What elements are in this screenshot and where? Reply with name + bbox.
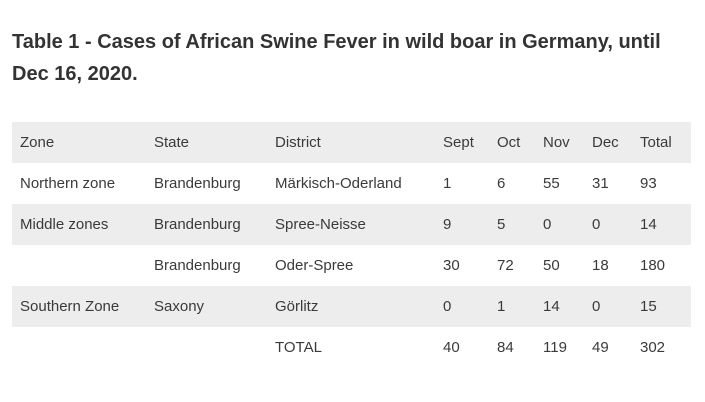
cell-oct: 5: [489, 204, 535, 245]
header-sept: Sept: [435, 122, 489, 163]
cell-oct: 72: [497, 257, 514, 274]
cell-state: Brandenburg: [146, 204, 267, 245]
cell-zone: [12, 245, 146, 286]
cell-zone: [12, 327, 146, 368]
header-oct: Oct: [489, 122, 535, 163]
cell-sept: 40: [443, 339, 460, 356]
table-row: Middle zones Brandenburg Spree-Neisse 9 …: [12, 204, 691, 245]
cell-total: 180: [640, 257, 666, 274]
cell-sept: 1: [443, 175, 452, 192]
cell-dec: 0: [584, 286, 632, 327]
header-state: State: [146, 122, 267, 163]
cell-nov: 50: [543, 257, 560, 274]
header-zone: Zone: [12, 122, 146, 163]
header-dec: Dec: [584, 122, 632, 163]
cell-total: 14: [632, 204, 691, 245]
table-title: Table 1 - Cases of African Swine Fever i…: [12, 31, 661, 85]
cell-state: [146, 327, 267, 368]
cell-sept: 9: [435, 204, 489, 245]
header-district: District: [267, 122, 435, 163]
cell-nov: 14: [535, 286, 584, 327]
cell-district: Görlitz: [267, 286, 435, 327]
cell-total: 302: [640, 339, 666, 356]
header-row: Zone State District Sept Oct Nov Dec Tot…: [12, 122, 691, 163]
cell-dec: 49: [592, 339, 609, 356]
cell-district: Märkisch-Oderland: [275, 175, 402, 192]
cell-zone: Northern zone: [20, 175, 116, 192]
cell-dec: 31: [592, 175, 609, 192]
table-row: Brandenburg Oder-Spree 30 72 50 18 180: [12, 245, 691, 286]
cell-oct: 6: [497, 175, 506, 192]
cell-state: Brandenburg: [154, 257, 241, 274]
cell-district: Spree-Neisse: [267, 204, 435, 245]
header-nov: Nov: [535, 122, 584, 163]
asf-cases-table: Zone State District Sept Oct Nov Dec Tot…: [12, 122, 691, 368]
cell-oct: 84: [497, 339, 514, 356]
cell-oct: 1: [489, 286, 535, 327]
cell-nov: 119: [543, 339, 567, 356]
cell-zone: Middle zones: [12, 204, 146, 245]
cell-dec: 0: [584, 204, 632, 245]
cell-district: Oder-Spree: [275, 257, 354, 274]
cell-state: Brandenburg: [154, 175, 241, 192]
cell-total: 15: [632, 286, 691, 327]
header-total: Total: [632, 122, 691, 163]
table-row: Southern Zone Saxony Görlitz 0 1 14 0 15: [12, 286, 691, 327]
table-row: Northern zone Brandenburg Märkisch-Oderl…: [12, 163, 691, 204]
cell-nov: 55: [543, 175, 560, 192]
cell-total: 93: [640, 175, 657, 192]
cell-sept: 0: [435, 286, 489, 327]
cell-zone: Southern Zone: [12, 286, 146, 327]
cell-nov: 0: [535, 204, 584, 245]
cell-district: TOTAL: [275, 339, 322, 356]
cell-sept: 30: [443, 257, 460, 274]
table-total-row: TOTAL 40 84 119 49 302: [12, 327, 691, 368]
cell-state: Saxony: [146, 286, 267, 327]
cell-dec: 18: [592, 257, 609, 274]
